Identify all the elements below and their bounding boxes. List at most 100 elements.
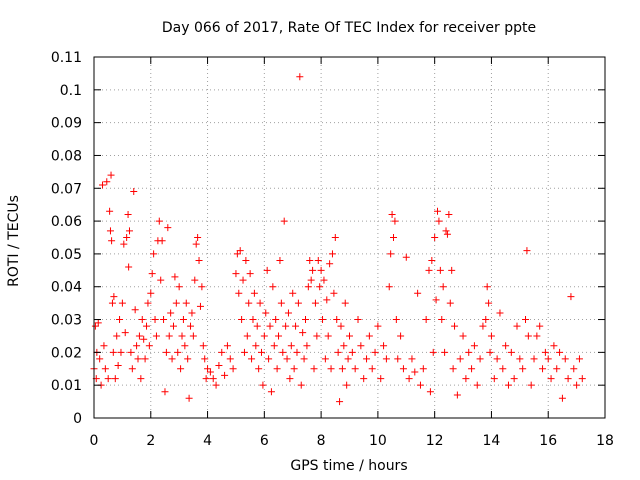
data-point [476, 355, 484, 363]
data-point [201, 355, 209, 363]
data-point [438, 316, 446, 324]
data-point [343, 381, 351, 389]
data-point [256, 299, 264, 307]
data-point [360, 375, 368, 383]
x-tick-label: 8 [317, 433, 326, 449]
y-tick-label: 0.08 [51, 148, 82, 164]
data-point [269, 283, 277, 291]
data-point [419, 365, 427, 373]
x-tick-label: 2 [146, 433, 155, 449]
x-tick-label: 14 [483, 433, 501, 449]
y-tick-label: 0.03 [51, 313, 82, 329]
data-point [394, 355, 402, 363]
data-point [167, 309, 175, 317]
data-point [567, 293, 575, 301]
x-tick-label: 16 [539, 433, 557, 449]
data-point [108, 237, 116, 245]
data-point [382, 355, 390, 363]
data-point [181, 342, 189, 350]
data-point [493, 355, 501, 363]
data-point [442, 227, 450, 235]
data-point [522, 316, 530, 324]
y-tick-label: 0 [73, 411, 82, 427]
data-point [371, 348, 379, 356]
data-point [564, 375, 572, 383]
data-point [294, 299, 302, 307]
data-point [327, 365, 335, 373]
data-point [414, 289, 422, 297]
data-point [130, 188, 138, 196]
data-point [426, 388, 434, 396]
data-point [111, 375, 119, 383]
data-point [252, 342, 260, 350]
data-point [94, 319, 102, 327]
grid-lines [94, 57, 605, 418]
data-point [118, 299, 126, 307]
data-point [408, 355, 416, 363]
data-point [513, 322, 521, 330]
data-point [573, 381, 581, 389]
data-point [397, 332, 405, 340]
y-tick-label: 0.1 [60, 83, 82, 99]
data-point [284, 309, 292, 317]
data-point [198, 283, 206, 291]
data-point [496, 309, 504, 317]
y-tick-label: 0.06 [51, 214, 82, 230]
data-point [178, 332, 186, 340]
data-point [253, 322, 261, 330]
data-point [330, 289, 338, 297]
data-point [301, 316, 309, 324]
data-point [248, 355, 256, 363]
data-point [141, 355, 149, 363]
data-point [103, 178, 111, 186]
data-point [313, 332, 321, 340]
data-point [399, 365, 407, 373]
data-point [157, 276, 165, 284]
data-point [265, 355, 273, 363]
data-point [346, 332, 353, 340]
data-point [385, 283, 393, 291]
data-point [91, 322, 99, 330]
data-point [238, 316, 246, 324]
data-point [317, 266, 325, 274]
data-point [338, 365, 346, 373]
data-point [113, 332, 121, 340]
x-tick-labels: 0 2 4 6 8 10 12 14 16 18 [90, 433, 614, 449]
data-point [171, 273, 179, 281]
data-point [270, 342, 278, 350]
data-point [175, 283, 183, 291]
data-point [121, 329, 129, 337]
data-point [96, 355, 104, 363]
data-point [354, 316, 362, 324]
data-point [204, 365, 212, 373]
data-point [137, 375, 145, 383]
data-point [310, 365, 318, 373]
data-point [187, 322, 195, 330]
data-point [530, 355, 538, 363]
data-point [123, 234, 131, 241]
data-point [363, 355, 371, 363]
data-point [250, 289, 258, 297]
y-axis-label: ROTI / TECUs [6, 195, 22, 287]
data-point [189, 332, 197, 340]
data-point [165, 332, 173, 340]
y-tick-label: 0.09 [51, 116, 82, 132]
data-point [462, 375, 470, 383]
data-point [380, 342, 388, 350]
data-point [275, 332, 283, 340]
y-tick-label: 0.05 [51, 247, 82, 263]
data-point [428, 256, 436, 264]
data-point [199, 342, 207, 350]
data-point [138, 316, 146, 324]
data-point [255, 365, 263, 373]
data-point [483, 283, 491, 291]
y-tick-label: 0.02 [51, 345, 82, 361]
data-point [441, 348, 449, 356]
data-point [306, 256, 314, 264]
data-point [351, 365, 359, 373]
data-point [276, 256, 284, 264]
data-point [470, 342, 478, 350]
data-point [147, 289, 155, 297]
data-point [436, 266, 444, 274]
